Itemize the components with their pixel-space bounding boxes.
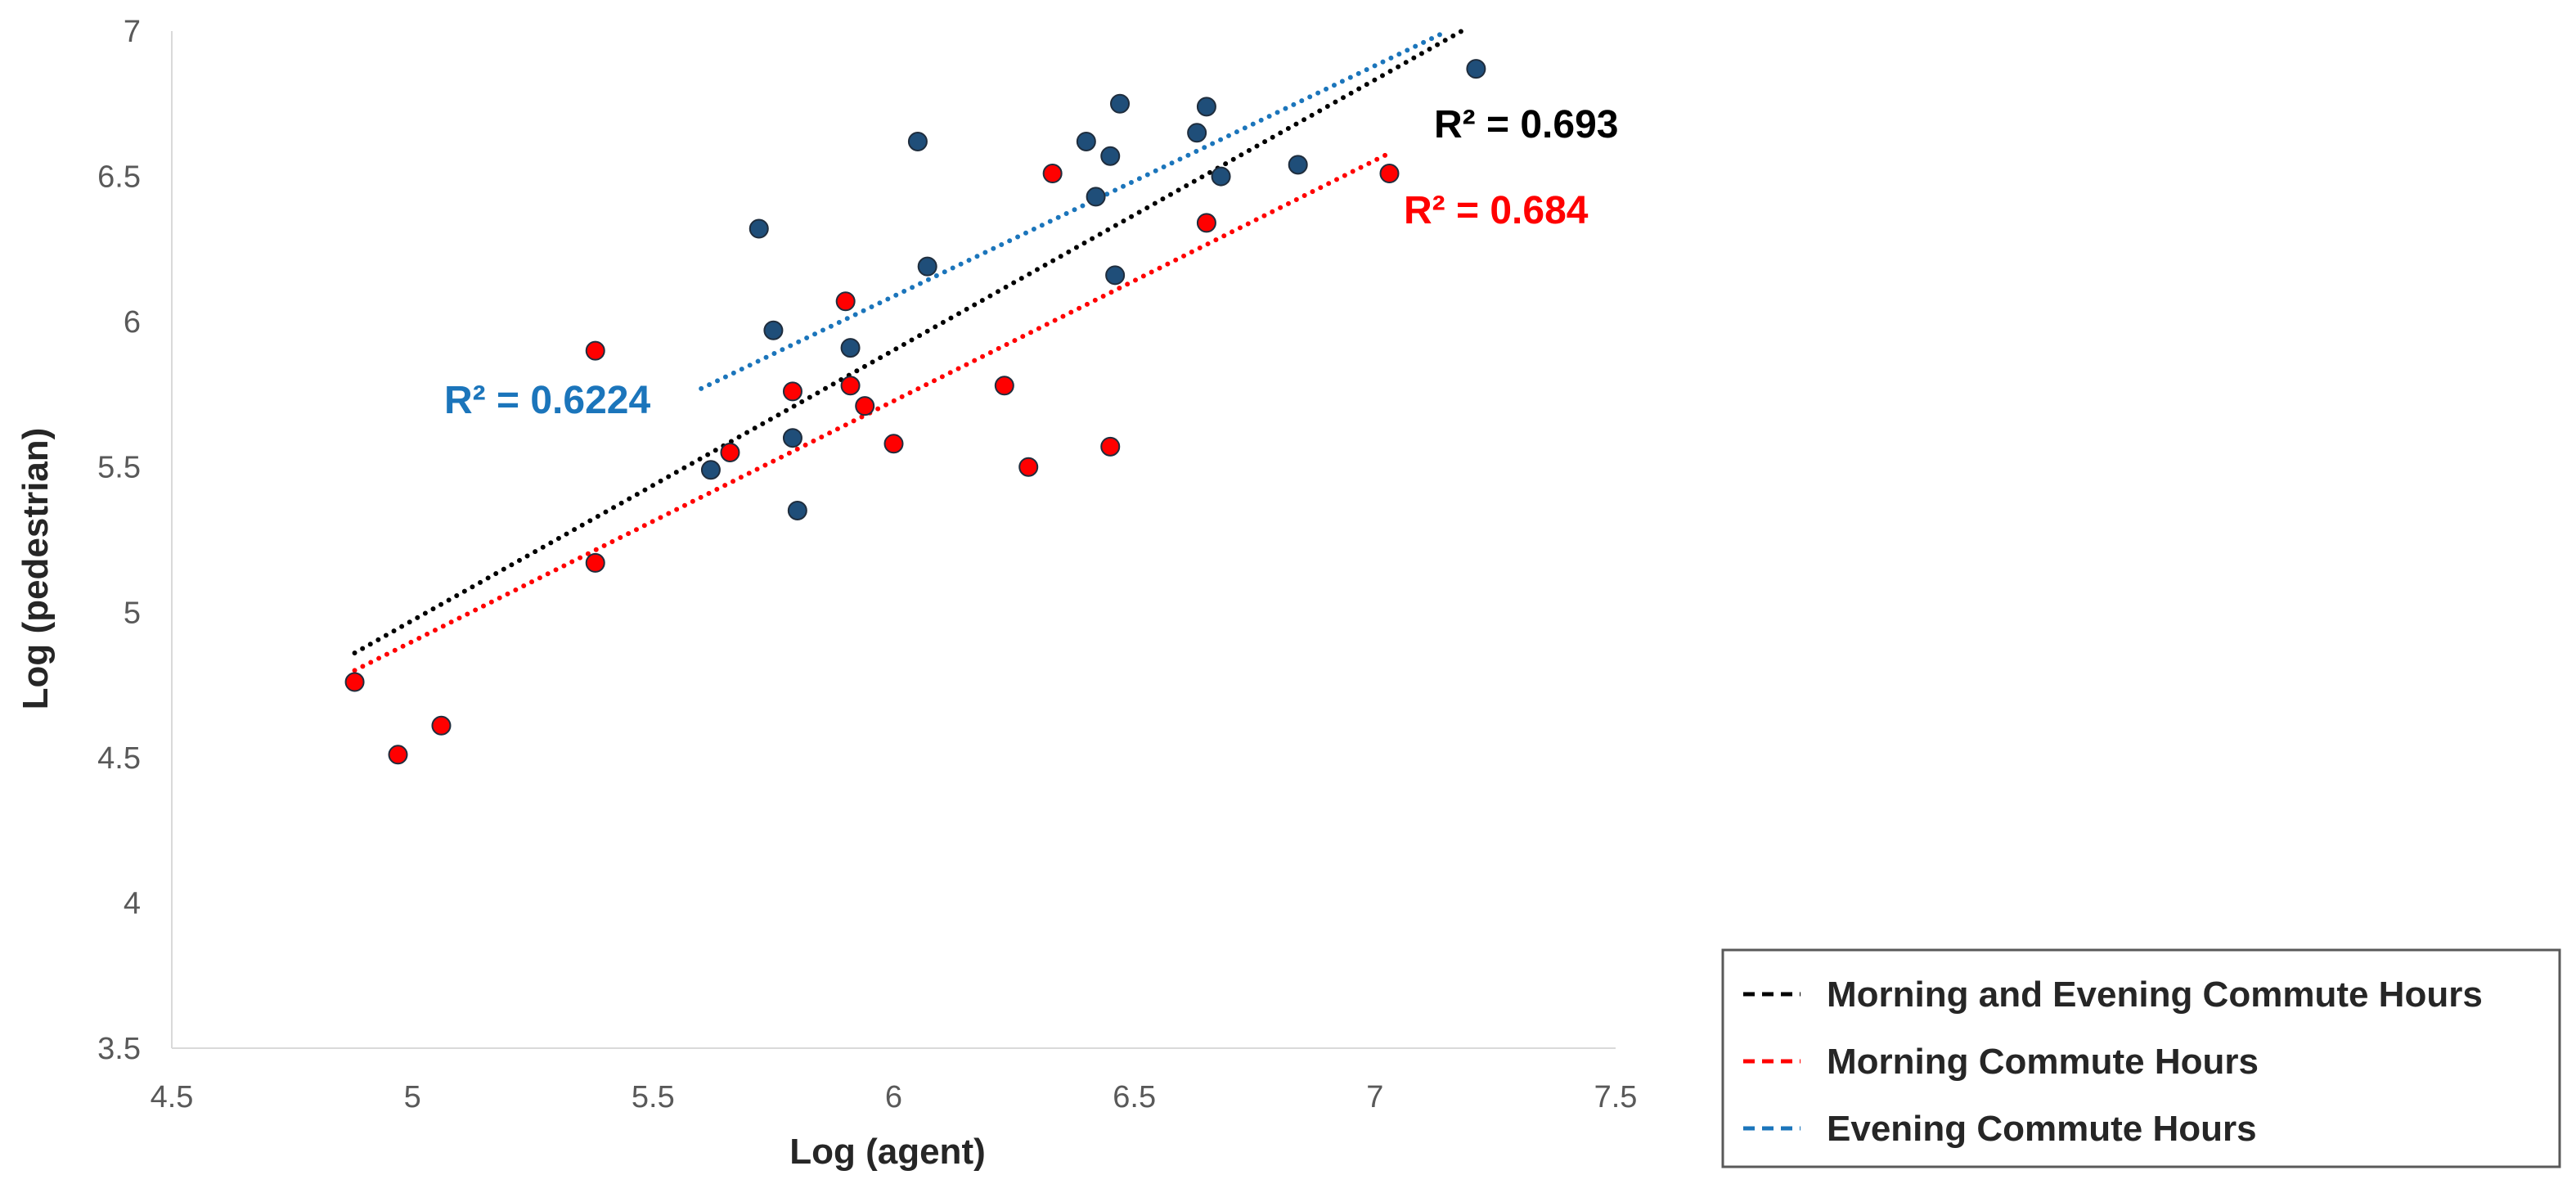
morning-point [840,376,861,396]
morning-point [344,672,365,692]
y-tick-label: 4.5 [97,741,141,776]
morning-point [994,376,1014,396]
r2-labels: R² = 0.693 R² = 0.684 R² = 0.6224 [444,103,1618,422]
legend: Morning and Evening Commute Hours Mornin… [1721,948,2561,1168]
r2-label-combined: R² = 0.693 [1434,103,1618,146]
morning-point [835,291,856,312]
y-tick-label: 6 [124,305,141,340]
evening-point [917,256,937,277]
y-tick-label: 3.5 [97,1032,141,1066]
evening-point [787,500,807,520]
morning-point [883,434,904,454]
evening-point [782,428,802,448]
morning-point [585,340,605,361]
evening-point [749,218,769,239]
morning-point [782,381,802,402]
morning-point [388,745,408,765]
trendline-morning [352,151,1392,673]
evening-point [1187,123,1207,143]
morning-point [585,552,605,573]
morning-point [720,442,740,462]
evening-point [1086,187,1106,207]
evening-point [1466,59,1486,79]
evening-point [700,460,721,480]
morning-point [855,396,875,416]
morning-point [1100,436,1121,457]
evening-point [1288,155,1308,175]
y-axis-title: Log (pedestrian) [16,428,56,710]
evening-point [763,320,784,340]
legend-label-combined: Morning and Evening Commute Hours [1827,975,2483,1015]
morning-point [431,715,452,736]
evening-point [1196,97,1216,117]
data-points [344,59,1486,765]
x-tick-label: 6 [885,1080,902,1114]
r2-label-morning: R² = 0.684 [1404,189,1589,232]
y-tick-label: 4 [124,886,141,921]
morning-point [1018,457,1039,477]
evening-point [1105,265,1126,286]
evening-point [1110,93,1131,114]
evening-point [1100,146,1121,166]
x-tick-label: 6.5 [1113,1080,1156,1114]
legend-box [1721,948,2561,1168]
evening-point [907,131,928,151]
x-tick-label: 4.5 [151,1080,194,1114]
legend-label-morning: Morning Commute Hours [1827,1042,2259,1082]
axes [171,31,1616,1049]
morning-point [1196,213,1216,233]
x-tick-label: 7.5 [1594,1080,1638,1114]
x-tick-labels: 4.5 5 5.5 6 6.5 7 7.5 [151,1080,1638,1114]
legend-label-evening: Evening Commute Hours [1827,1109,2257,1149]
morning-point [1042,164,1063,184]
evening-point [1211,166,1231,187]
y-tick-label: 5.5 [97,451,141,485]
evening-point [1076,131,1096,151]
morning-point [1379,164,1400,184]
x-tick-label: 5 [404,1080,421,1114]
trendline-evening [699,29,1450,391]
x-tick-label: 5.5 [632,1080,675,1114]
trendline-combined [352,29,1464,656]
y-tick-label: 7 [124,15,141,49]
y-tick-label: 6.5 [97,160,141,195]
trendlines [352,29,1464,673]
r2-label-evening: R² = 0.6224 [444,379,650,422]
x-axis-title: Log (agent) [789,1132,986,1172]
y-tick-label: 5 [124,596,141,630]
evening-point [840,338,861,358]
x-tick-label: 7 [1366,1080,1383,1114]
y-tick-labels: 3.5 4 4.5 5 5.5 6 6.5 7 [97,15,141,1066]
